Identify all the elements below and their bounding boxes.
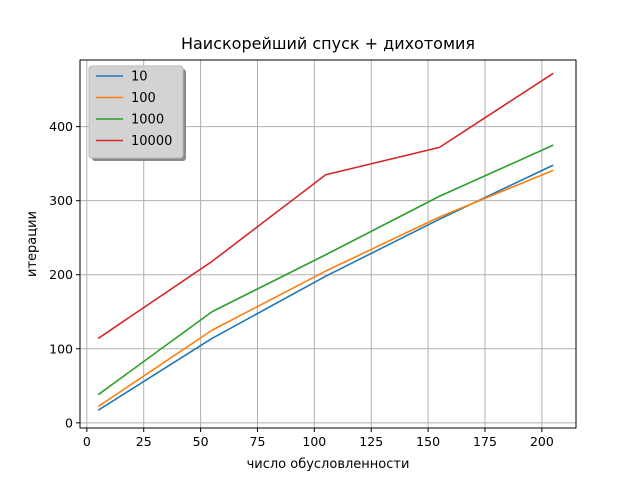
legend-label: 10000 <box>131 134 172 149</box>
plot-frame <box>79 59 577 429</box>
y-tick-label: 200 <box>49 267 73 282</box>
legend-label: 10 <box>131 70 148 85</box>
x-tick-label: 25 <box>136 434 152 449</box>
y-tick-label: 0 <box>65 415 73 430</box>
series-lines <box>97 72 554 411</box>
y-tick-label: 400 <box>49 119 73 134</box>
x-tick-label: 0 <box>83 434 91 449</box>
y-axis-label: итерации <box>25 211 40 277</box>
legend-label: 1000 <box>131 113 164 128</box>
x-tick-label: 150 <box>416 434 440 449</box>
x-tick-label: 100 <box>302 434 326 449</box>
x-tick-label: 175 <box>473 434 497 449</box>
series-line-10000 <box>97 72 554 340</box>
series-line-100 <box>97 169 554 408</box>
x-tick-label: 50 <box>193 434 209 449</box>
x-tick-label: 200 <box>530 434 554 449</box>
y-tick-label: 300 <box>49 193 73 208</box>
series-line-1000 <box>97 144 554 396</box>
grid <box>80 60 576 428</box>
y-tick-label: 100 <box>49 341 73 356</box>
x-axis-label: число обусловленности <box>247 457 410 472</box>
axis-ticks: 0 25 50 75 100 125 150 175 200 0 100 200 300 400 <box>49 119 554 449</box>
x-tick-label: 125 <box>359 434 383 449</box>
legend-label: 100 <box>131 91 156 106</box>
legend-box <box>88 65 184 159</box>
x-tick-label: 75 <box>250 434 266 449</box>
chart-title: Наискорейший спуск + дихотомия <box>181 34 475 53</box>
legend: 10 100 1000 10000 <box>88 65 186 161</box>
